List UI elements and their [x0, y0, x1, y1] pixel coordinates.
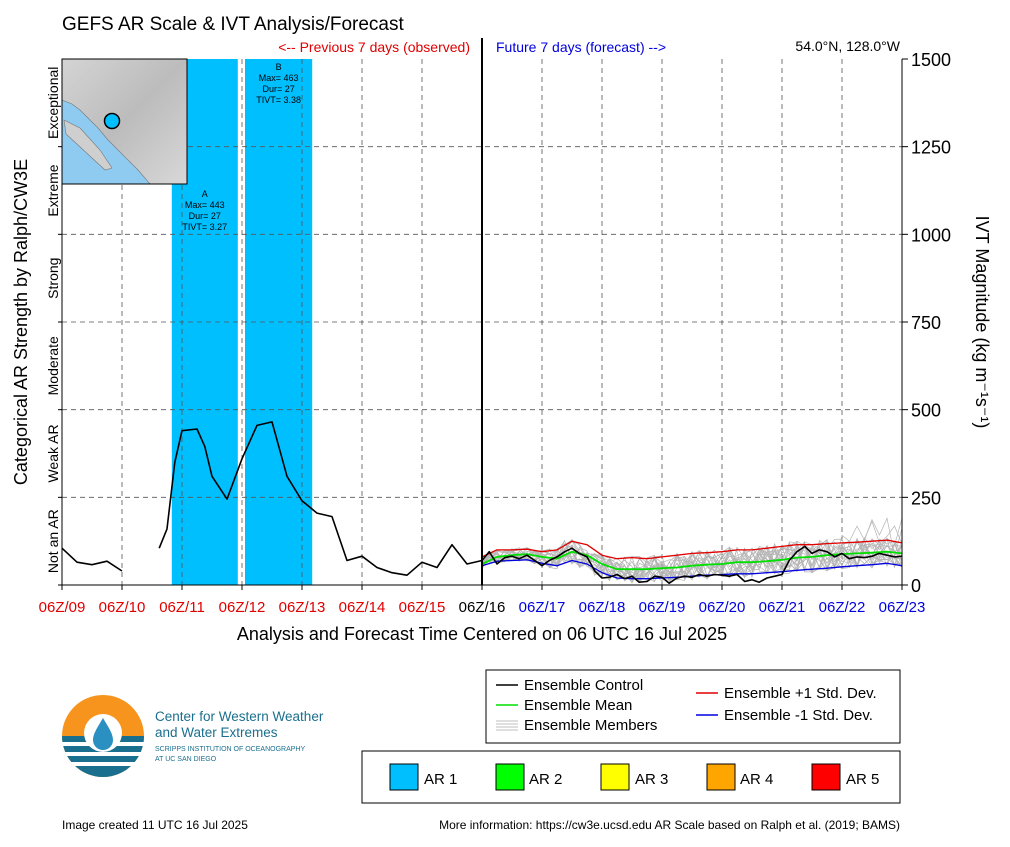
- x-tick-label: 06Z/10: [99, 599, 146, 616]
- logo-line1: Center for Western Weather: [155, 709, 324, 724]
- legend-plus-std: Ensemble +1 Std. Dev.: [724, 685, 877, 702]
- ensemble-control-line: [61, 547, 123, 572]
- logo-wave-2: [64, 752, 142, 756]
- x-tick-label: 06Z/09: [39, 599, 86, 616]
- x-tick-label: 06Z/18: [579, 599, 626, 616]
- x-tick-label: 06Z/19: [639, 599, 686, 616]
- logo-wave-3: [70, 762, 136, 766]
- ar1-label: AR 1: [424, 771, 457, 788]
- ensemble-member-line: [481, 539, 903, 582]
- series-legend-box: [485, 669, 901, 744]
- ar-annotation-A-2: Dur= 27: [189, 211, 221, 221]
- chart-title: GEFS AR Scale & IVT Analysis/Forecast: [62, 14, 404, 35]
- ensemble-control-line: [158, 421, 903, 585]
- ar-annotation-A-1: Max= 443: [185, 200, 225, 210]
- grid-lines: [62, 59, 902, 585]
- series-legend: Ensemble Control Ensemble Mean Ensemble …: [485, 669, 901, 744]
- legend-mean: Ensemble Mean: [524, 697, 632, 714]
- category-label: Strong: [45, 258, 61, 299]
- ar3-label: AR 3: [635, 771, 668, 788]
- x-tick-label: 06Z/16: [459, 599, 506, 616]
- y-tick-label: 1250: [911, 138, 951, 158]
- ensemble-1-std-dev-line: [481, 559, 903, 580]
- category-labels: Not an AR Weak AR Moderate Strong Extreme Exc…: [45, 67, 61, 574]
- x-tick-labels: 06Z/09 06Z/10 06Z/11 06Z/12 06Z/13 06Z/14 06Z/…: [39, 599, 926, 616]
- x-tick-label: 06Z/20: [699, 599, 746, 616]
- category-label: Weak AR: [45, 424, 61, 482]
- x-tick-label: 06Z/17: [519, 599, 566, 616]
- ar2-swatch: [495, 763, 525, 791]
- y-tick-label: 1500: [911, 50, 951, 70]
- logo-line2: and Water Extremes: [155, 725, 278, 740]
- y-tick-label: 0: [911, 576, 921, 596]
- ar4-label: AR 4: [740, 771, 773, 788]
- y-tick-labels: 0 250 500 750 1000 1250 1500: [911, 50, 951, 596]
- future-days-label: Future 7 days (forecast) -->: [496, 39, 666, 55]
- ar-scale-legend: AR 1 AR 2 AR 3 AR 4 AR 5: [361, 750, 901, 804]
- ensemble-members: [481, 517, 903, 584]
- x-tick-label: 06Z/23: [879, 599, 926, 616]
- left-axis-label: Categorical AR Strength by Ralph/CW3E: [11, 159, 31, 485]
- category-label: Moderate: [45, 336, 61, 395]
- ar-annotation-B-2: Dur= 27: [262, 84, 294, 94]
- ensemble-1-std-dev-line: [481, 539, 903, 560]
- ar-legend-box: [361, 750, 901, 804]
- ar3-swatch: [600, 763, 630, 791]
- right-axis-label: IVT Magnitude (kg m⁻¹s⁻¹): [972, 216, 992, 429]
- ar-annotation-A-3: TIVT= 3.27: [182, 222, 227, 232]
- cw3e-logo: Center for Western Weather and Water Ext…: [62, 695, 324, 777]
- axes: [58, 38, 908, 590]
- ar4-swatch: [706, 763, 736, 791]
- ar-annotation-A-0: A: [202, 189, 208, 199]
- x-tick-label: 06Z/22: [819, 599, 866, 616]
- y-tick-label: 500: [911, 401, 941, 421]
- location-label: 54.0°N, 128.0°W: [795, 38, 900, 54]
- location-marker: [103, 112, 121, 130]
- x-tick-label: 06Z/11: [159, 599, 205, 616]
- x-axis-label: Analysis and Forecast Time Centered on 0…: [237, 624, 727, 644]
- legend-minus-std: Ensemble -1 Std. Dev.: [724, 707, 873, 724]
- category-label: Not an AR: [45, 509, 61, 573]
- x-tick-label: 06Z/13: [279, 599, 326, 616]
- ensemble-member-line: [481, 517, 903, 583]
- x-tick-label: 06Z/15: [399, 599, 446, 616]
- ar-annotation-B-1: Max= 463: [259, 73, 299, 83]
- water-drop-icon: [93, 718, 113, 750]
- x-tick-label: 06Z/14: [339, 599, 386, 616]
- legend-swatch-members: [496, 720, 518, 731]
- ar1-swatch: [389, 763, 419, 791]
- ar5-label: AR 5: [846, 771, 879, 788]
- logo-sub1: SCRIPPS INSTITUTION OF OCEANOGRAPHY: [155, 746, 305, 753]
- legend-control: Ensemble Control: [524, 677, 643, 694]
- x-tick-label: 06Z/12: [219, 599, 266, 616]
- y-tick-label: 250: [911, 488, 941, 508]
- previous-days-label: <-- Previous 7 days (observed): [278, 39, 470, 55]
- series-lines: [61, 421, 903, 585]
- y-tick-label: 750: [911, 313, 941, 333]
- more-info-text: More information: https://cw3e.ucsd.edu …: [439, 818, 900, 832]
- logo-water-half: [62, 736, 144, 777]
- island-shape: [63, 119, 113, 171]
- image-created-text: Image created 11 UTC 16 Jul 2025: [62, 818, 248, 832]
- logo-sub2: AT UC SAN DIEGO: [155, 756, 217, 763]
- ar5-swatch: [811, 763, 841, 791]
- y-tick-label: 1000: [911, 225, 951, 245]
- inset-map: [61, 58, 188, 185]
- ar-annotation-B-0: B: [276, 62, 282, 72]
- x-tick-label: 06Z/21: [759, 599, 806, 616]
- ar2-label: AR 2: [529, 771, 562, 788]
- ar-annotation-B-3: TIVT= 3.38: [256, 95, 301, 105]
- category-label: Extreme: [45, 164, 61, 216]
- category-label: Exceptional: [45, 67, 61, 139]
- legend-members: Ensemble Members: [524, 717, 657, 734]
